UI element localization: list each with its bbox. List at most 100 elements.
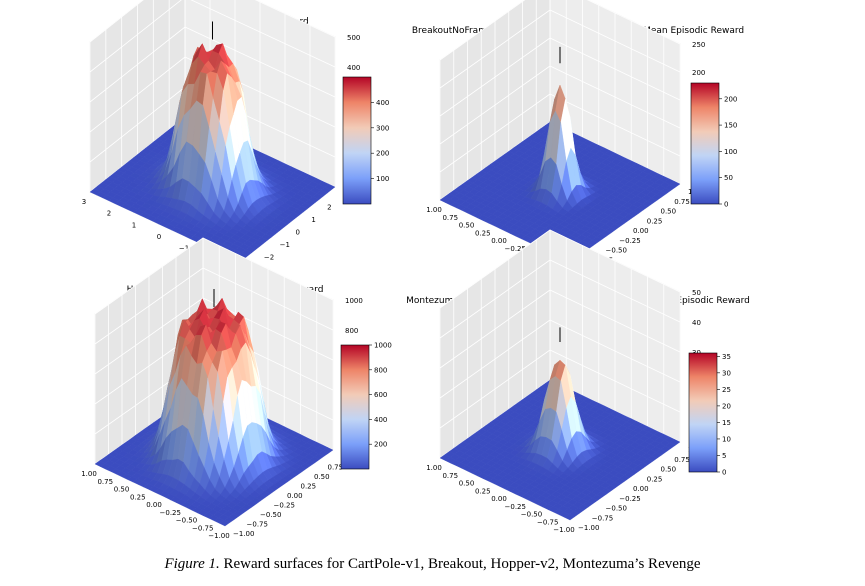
y-tick-label: 0.00 (287, 492, 303, 500)
x-tick-label: 0.75 (442, 214, 458, 222)
y-tick-label: 0.75 (674, 456, 690, 464)
grid-line (439, 93, 681, 173)
x-tick-label: −1.00 (208, 532, 229, 540)
y-tick-label: −0.75 (247, 521, 268, 529)
colorbar-tick-label: 20 (722, 402, 731, 410)
grid-line (439, 319, 681, 399)
y-tick-label: −0.25 (619, 237, 640, 245)
chart-panel-1: CartPole-v1 | Mean Episodic Reward−3−2−1… (82, 0, 389, 276)
colorbar-tick-label: 800 (374, 366, 387, 374)
colorbar-tick-label: 200 (374, 441, 387, 449)
grid-line (439, 349, 681, 429)
colorbar-tick-label: 200 (724, 95, 737, 103)
x-tick-label: 0 (157, 233, 161, 241)
z-tick-label: 500 (347, 34, 360, 42)
grid-line (89, 0, 336, 43)
colorbar-tick-label: 150 (724, 122, 737, 130)
x-tick-label: 0.75 (97, 478, 113, 486)
y-tick-label: −2 (264, 254, 274, 262)
x-tick-label: 0.25 (475, 229, 491, 237)
colorbar (340, 344, 370, 470)
y-tick-label: −1.00 (233, 530, 254, 538)
x-tick-label: −0.25 (160, 509, 181, 517)
z-tick-label: 1000 (345, 297, 363, 305)
x-tick-label: 2 (107, 210, 111, 218)
x-tick-label: −1.00 (553, 526, 574, 534)
x-tick-label: −0.75 (537, 518, 558, 526)
y-tick-label: −0.50 (606, 247, 627, 255)
x-tick-label: 0.25 (475, 487, 491, 495)
x-tick-label: −0.50 (176, 517, 197, 525)
y-tick-label: 0.50 (661, 466, 677, 474)
y-tick-label: 0.25 (301, 483, 317, 491)
x-tick-label: 0.50 (459, 480, 475, 488)
colorbar-tick-label: 400 (374, 416, 387, 424)
figure-caption: Figure 1. Reward surfaces for CartPole-v… (0, 556, 865, 573)
y-tick-label: 0.50 (661, 208, 677, 216)
reward-surface (439, 359, 681, 521)
y-tick-label: −1.00 (578, 524, 599, 532)
grid-line (89, 26, 336, 103)
colorbar-tick-label: 30 (722, 369, 731, 377)
caption-label: Figure 1. (164, 556, 220, 572)
colorbar-tick-label: 50 (724, 174, 733, 182)
grid-line (94, 297, 334, 375)
grid-line (439, 65, 681, 145)
chart-panel-2: BreakoutNoFrameskip-v0 | Atari | Human O… (412, 0, 744, 276)
y-tick-label: 0.25 (647, 217, 663, 225)
z-tick-label: 200 (692, 69, 705, 77)
x-tick-label: 0.00 (491, 495, 507, 503)
x-tick-label: 1.00 (81, 470, 97, 478)
z-tick-label: 400 (347, 64, 360, 72)
colorbar-tick-label: 0 (724, 201, 728, 209)
x-tick-label: 0.00 (146, 501, 162, 509)
caption-text: Reward surfaces for CartPole-v1, Breakou… (223, 556, 701, 572)
colorbar (342, 76, 372, 205)
x-tick-label: 0.75 (442, 472, 458, 480)
chart-panel-3: Hopper-v2 | Mujoco | Mean Episodic Rewar… (81, 237, 392, 540)
colorbar-tick-label: 100 (376, 175, 389, 183)
x-tick-label: −1 (179, 245, 189, 253)
y-tick-label: −1 (280, 241, 290, 249)
y-tick-label: −0.25 (274, 502, 295, 510)
y-tick-label: −0.50 (606, 505, 627, 513)
grid-line (439, 37, 681, 117)
grid-line (439, 0, 681, 61)
colorbar-tick-label: 5 (722, 452, 726, 460)
chart-panel-4: MontezumaRevengeNoFrameskip-v0 | Atari |… (406, 229, 750, 534)
y-tick-label: 0.25 (647, 475, 663, 483)
colorbar (690, 82, 720, 205)
colorbar-tick-label: 100 (724, 148, 737, 156)
z-tick-label: 250 (692, 41, 705, 49)
y-tick-label: 0.50 (314, 473, 330, 481)
y-tick-label: 0.75 (674, 198, 690, 206)
x-tick-label: −0.50 (521, 511, 542, 519)
colorbar-tick-label: 35 (722, 353, 731, 361)
y-tick-label: 0.00 (633, 227, 649, 235)
colorbar-tick-label: 15 (722, 419, 731, 427)
reward-surface (94, 297, 334, 527)
x-tick-label: 0.50 (459, 222, 475, 230)
reward-surface (439, 84, 681, 263)
colorbar-tick-label: 25 (722, 386, 731, 394)
colorbar-tick-label: 10 (722, 435, 731, 443)
colorbar-tick-label: 400 (376, 99, 389, 107)
x-tick-label: 3 (82, 198, 86, 206)
z-tick-label: 40 (692, 319, 701, 327)
x-tick-label: 1.00 (426, 464, 442, 472)
y-tick-label: 0.75 (328, 464, 344, 472)
reward-surface (89, 43, 336, 263)
colorbar-tick-label: 200 (376, 150, 389, 158)
x-tick-label: 1.00 (426, 206, 442, 214)
grid-line (94, 237, 334, 315)
y-tick-label: −0.25 (619, 495, 640, 503)
grid-line (439, 289, 681, 369)
grid-line (94, 267, 334, 345)
colorbar-tick-label: 0 (722, 469, 726, 477)
grid-line (89, 0, 336, 73)
y-tick-label: 0.00 (633, 485, 649, 493)
grid-line (439, 229, 681, 309)
y-tick-label: −0.75 (592, 514, 613, 522)
x-tick-label: 0.50 (114, 486, 130, 494)
